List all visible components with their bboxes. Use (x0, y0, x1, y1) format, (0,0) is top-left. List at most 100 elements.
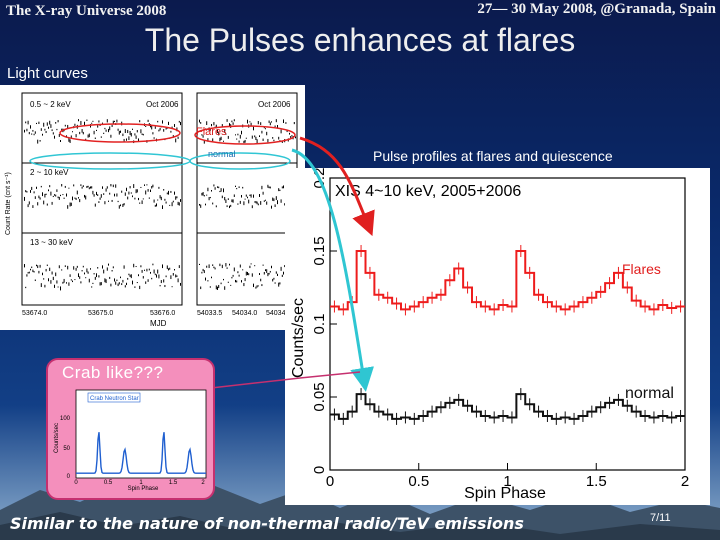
lc-data-point (91, 186, 93, 189)
lc-data-point (279, 282, 281, 285)
lc-data-point (81, 129, 83, 133)
lc-data-point (40, 128, 42, 131)
lc-data-point (218, 284, 220, 289)
lc-data-point (283, 271, 284, 275)
lc-data-point (261, 130, 263, 134)
lc-data-point (99, 282, 101, 286)
lc-data-point (126, 282, 127, 286)
lc-data-point (144, 269, 145, 271)
lc-data-point (98, 275, 100, 278)
lc-data-point (280, 266, 282, 271)
lc-data-point (134, 133, 136, 136)
y-tick-label: 0.1 (311, 314, 328, 335)
lc-data-point (90, 268, 91, 270)
lc-data-point (227, 135, 229, 139)
lc-data-point (172, 135, 174, 138)
lc-data-point (82, 265, 84, 268)
lc-data-point (88, 133, 90, 138)
lc-data-point (162, 120, 163, 124)
lc-data-point (37, 265, 39, 269)
lc-data-point (34, 196, 36, 199)
normal-arrow (291, 148, 374, 392)
lc-data-point (46, 122, 48, 126)
lc-data-point (129, 186, 131, 189)
lc-data-point (168, 190, 169, 195)
lc-data-point (120, 204, 121, 207)
lc-data-point (132, 195, 133, 198)
lc-data-point (43, 200, 45, 205)
lc-data-point (88, 187, 90, 190)
pulse-profile-chart: XIS 4~10 keV, 2005+2006 00.050.10.150.2 … (290, 168, 689, 502)
lc-data-point (36, 186, 37, 189)
lc-data-point (108, 263, 109, 266)
lc-data-point (236, 280, 238, 283)
lc-data-point (62, 194, 64, 196)
lc-data-point (88, 278, 90, 283)
lc-data-point (254, 135, 256, 138)
lc-data-point (275, 119, 277, 123)
lc-data-point (50, 124, 52, 128)
lc-data-point (278, 188, 280, 192)
lc-data-point (56, 189, 58, 192)
lc-data-point (263, 127, 265, 129)
lc-data-point (255, 136, 257, 141)
lc-data-point (62, 281, 64, 284)
lc-data-point (145, 125, 147, 127)
band-label-hard: 13 ~ 30 keV (30, 238, 74, 247)
lc-data-point (272, 197, 274, 201)
lc-data-point (141, 200, 143, 205)
lc-data-point (231, 199, 233, 203)
lc-data-point (239, 200, 241, 204)
lc-data-point (103, 132, 105, 134)
lc-data-point (110, 184, 112, 187)
lc-x-tick-2: 53675.0 (88, 310, 113, 317)
lc-data-point (164, 198, 166, 201)
lc-data-point (283, 119, 284, 123)
lc-data-point (223, 188, 224, 193)
lc-data-point (241, 280, 242, 283)
lc-data-point (162, 205, 163, 209)
lc-data-point (278, 136, 280, 140)
lc-data-point (170, 190, 172, 193)
lc-data-point (81, 270, 83, 272)
x-tick-label: 0.5 (408, 473, 429, 490)
lc-data-point (250, 122, 252, 127)
lc-data-point (217, 286, 218, 290)
lc-data-point (122, 279, 124, 283)
lc-data-point (57, 286, 59, 288)
x-tick-label: 2 (681, 473, 689, 490)
lc-data-point (52, 276, 54, 281)
lc-data-point (281, 186, 283, 189)
lc-data-point (242, 269, 244, 271)
lc-data-point (50, 280, 52, 284)
lc-data-point (55, 194, 57, 197)
lc-data-point (97, 125, 99, 128)
lc-data-point (75, 197, 77, 200)
lc-data-point (215, 285, 217, 290)
lc-data-point (151, 125, 153, 130)
lc-data-point (42, 192, 43, 197)
lc-data-point (93, 194, 95, 197)
lc-data-point (96, 129, 97, 132)
crab-inset-panel: Crab Neutron Star Spin Phase Counts/sec … (46, 358, 215, 500)
lc-data-point (134, 197, 136, 200)
lc-data-point (174, 191, 175, 195)
flare-arrow (299, 136, 375, 237)
lc-data-point (84, 121, 85, 126)
lc-data-point (199, 263, 200, 266)
lc-data-point (237, 271, 239, 274)
lc-data-point (84, 272, 85, 275)
series-line-normal (330, 393, 685, 420)
lc-data-point (33, 271, 35, 273)
lc-data-point (289, 132, 290, 135)
lc-data-point (64, 185, 66, 188)
lc-data-point (99, 197, 101, 200)
lc-data-point (254, 201, 256, 203)
lc-data-point (158, 274, 160, 279)
lc-data-point (57, 196, 59, 199)
lc-data-point (153, 199, 155, 203)
lc-data-point (40, 185, 42, 188)
lc-data-point (152, 263, 154, 266)
lc-data-point (247, 196, 248, 199)
lc-data-point (51, 271, 53, 275)
